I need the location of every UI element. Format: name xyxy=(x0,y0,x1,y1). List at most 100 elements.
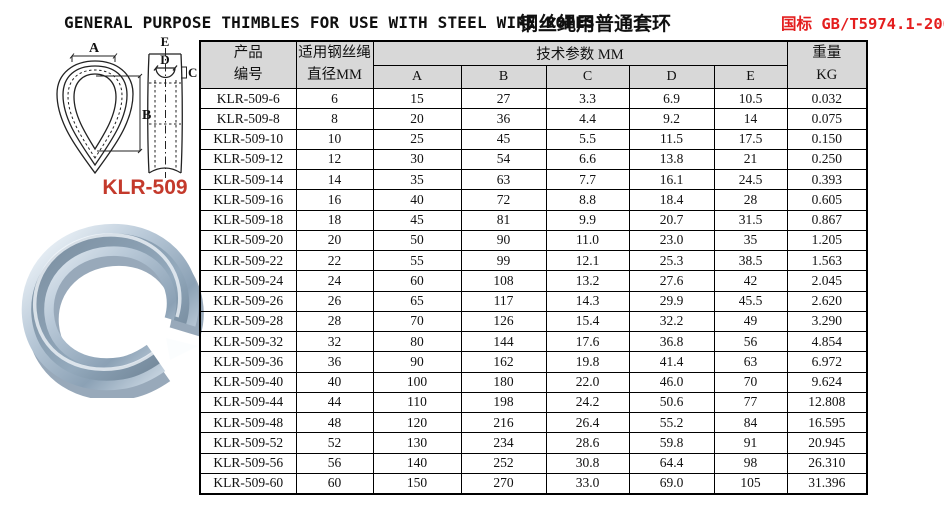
table-cell: 21 xyxy=(713,148,788,171)
table-row: KLR-509-32 32 80 144 17.6 36.8 56 4.854 xyxy=(199,330,868,353)
table-cell: 26.310 xyxy=(786,452,868,474)
table-cell: 100 xyxy=(372,371,462,393)
table-cell: 6.9 xyxy=(628,87,715,110)
table-row: KLR-509-44 44 110 198 24.2 50.6 77 12.808 xyxy=(199,391,868,414)
dim-b-line xyxy=(96,73,143,154)
table-cell: 7.7 xyxy=(545,168,630,191)
table-cell: 0.250 xyxy=(786,148,868,171)
table-cell: 216 xyxy=(460,411,547,434)
table-row: KLR-509-24 24 60 108 13.2 27.6 42 2.045 xyxy=(199,270,868,292)
table-cell: 56 xyxy=(295,452,374,474)
table-row: KLR-509-52 52 130 234 28.6 59.8 91 20.945 xyxy=(199,432,868,454)
dim-c-line xyxy=(181,66,187,79)
table-cell: 36 xyxy=(460,108,547,130)
table-cell: 9.2 xyxy=(628,108,715,130)
table-row: KLR-509-22 22 55 99 12.1 25.3 38.5 1.563 xyxy=(199,249,868,272)
thimble-photo xyxy=(21,223,204,398)
table-row: KLR-509-60 60 150 270 33.0 69.0 105 31.396 xyxy=(199,472,868,495)
table-cell: 0.605 xyxy=(786,189,868,211)
table-cell: 6 xyxy=(295,87,374,110)
table-cell: 14 xyxy=(713,108,788,130)
model-label: KLR-509 xyxy=(102,176,188,199)
table-cell: 80 xyxy=(372,330,462,353)
table-cell: KLR-509-16 xyxy=(199,189,297,211)
table-cell: 50.6 xyxy=(628,391,715,414)
table-cell: 15.4 xyxy=(545,310,630,333)
table-cell: 5.5 xyxy=(545,128,630,150)
table-row: KLR-509-26 26 65 117 14.3 29.9 45.5 2.620 xyxy=(199,290,868,312)
table-cell: 28 xyxy=(295,310,374,333)
spec-table: 产品 编号 适用钢丝绳 直径MM 技术参数 MM 重量 KG A B C D E… xyxy=(199,40,868,495)
table-cell: 60 xyxy=(372,270,462,292)
table-cell: 91 xyxy=(713,432,788,454)
table-cell: 28.6 xyxy=(545,432,630,454)
table-cell: 60 xyxy=(295,472,374,495)
table-cell: 20.945 xyxy=(786,432,868,454)
table-cell: KLR-509-48 xyxy=(199,411,297,434)
thimble-groove-shading xyxy=(31,233,190,381)
table-cell: 3.3 xyxy=(545,87,630,110)
table-cell: 45 xyxy=(372,209,462,231)
table-cell: 10.5 xyxy=(713,87,788,110)
table-cell: 65 xyxy=(372,290,462,312)
table-cell: 45 xyxy=(460,128,547,150)
table-cell: 19.8 xyxy=(545,351,630,373)
col-header-diameter: 适用钢丝绳 直径MM xyxy=(295,40,374,89)
table-cell: 23.0 xyxy=(628,229,715,252)
table-cell: 45.5 xyxy=(713,290,788,312)
table-cell: 69.0 xyxy=(628,472,715,495)
table-cell: 9.9 xyxy=(545,209,630,231)
table-cell: 120 xyxy=(372,411,462,434)
table-cell: 0.867 xyxy=(786,209,868,231)
table-cell: 16 xyxy=(295,189,374,211)
dim-a-line xyxy=(69,53,118,62)
col-header-product: 产品 编号 xyxy=(199,40,297,89)
table-cell: 18 xyxy=(295,209,374,231)
col-header-param-a: A xyxy=(372,65,462,89)
table-cell: 11.5 xyxy=(628,128,715,150)
table-cell: 72 xyxy=(460,189,547,211)
col-header-product-line2: 编号 xyxy=(233,67,263,83)
table-cell: 27.6 xyxy=(628,270,715,292)
table-cell: 27 xyxy=(460,87,547,110)
table-row: KLR-509-6 6 15 27 3.3 6.9 10.5 0.032 xyxy=(199,87,868,110)
table-cell: 31.5 xyxy=(713,209,788,231)
table-cell: KLR-509-36 xyxy=(199,351,297,373)
table-cell: 64.4 xyxy=(628,452,715,474)
table-cell: 63 xyxy=(460,168,547,191)
table-cell: 55.2 xyxy=(628,411,715,434)
dim-label-d: D xyxy=(160,52,169,67)
table-cell: 22 xyxy=(295,249,374,272)
table-cell: 4.854 xyxy=(786,330,868,353)
table-cell: 14.3 xyxy=(545,290,630,312)
table-row: KLR-509-16 16 40 72 8.8 18.4 28 0.605 xyxy=(199,189,868,211)
page-title-english: GENERAL PURPOSE THIMBLES FOR USE WITH ST… xyxy=(64,13,595,32)
table-cell: KLR-509-12 xyxy=(199,148,297,171)
table-cell: 70 xyxy=(372,310,462,333)
dim-label-c: C xyxy=(188,65,197,80)
table-cell: 54 xyxy=(460,148,547,171)
table-row: KLR-509-56 56 140 252 30.8 64.4 98 26.310 xyxy=(199,452,868,474)
table-cell: 90 xyxy=(372,351,462,373)
table-row: KLR-509-40 40 100 180 22.0 46.0 70 9.624 xyxy=(199,371,868,393)
thimble-outer-outline xyxy=(56,60,134,175)
table-cell: KLR-509-6 xyxy=(199,87,297,110)
table-cell: 36.8 xyxy=(628,330,715,353)
table-cell: 8.8 xyxy=(545,189,630,211)
table-cell: 150 xyxy=(372,472,462,495)
table-cell: 24 xyxy=(295,270,374,292)
table-cell: 0.393 xyxy=(786,168,868,191)
col-header-diameter-line1: 适用钢丝绳 xyxy=(298,45,371,62)
col-header-product-line1: 产品 xyxy=(233,45,263,62)
table-cell: 12.808 xyxy=(786,391,868,414)
groove-semicircle xyxy=(153,65,178,79)
table-cell: 50 xyxy=(372,229,462,252)
table-cell: 180 xyxy=(460,371,547,393)
table-cell: KLR-509-56 xyxy=(199,452,297,474)
table-cell: 63 xyxy=(713,351,788,373)
table-cell: KLR-509-40 xyxy=(199,371,297,393)
table-row: KLR-509-8 8 20 36 4.4 9.2 14 0.075 xyxy=(199,108,868,130)
table-cell: 3.290 xyxy=(786,310,868,333)
table-cell: KLR-509-32 xyxy=(199,330,297,353)
thimble-notch-glint xyxy=(166,338,198,360)
